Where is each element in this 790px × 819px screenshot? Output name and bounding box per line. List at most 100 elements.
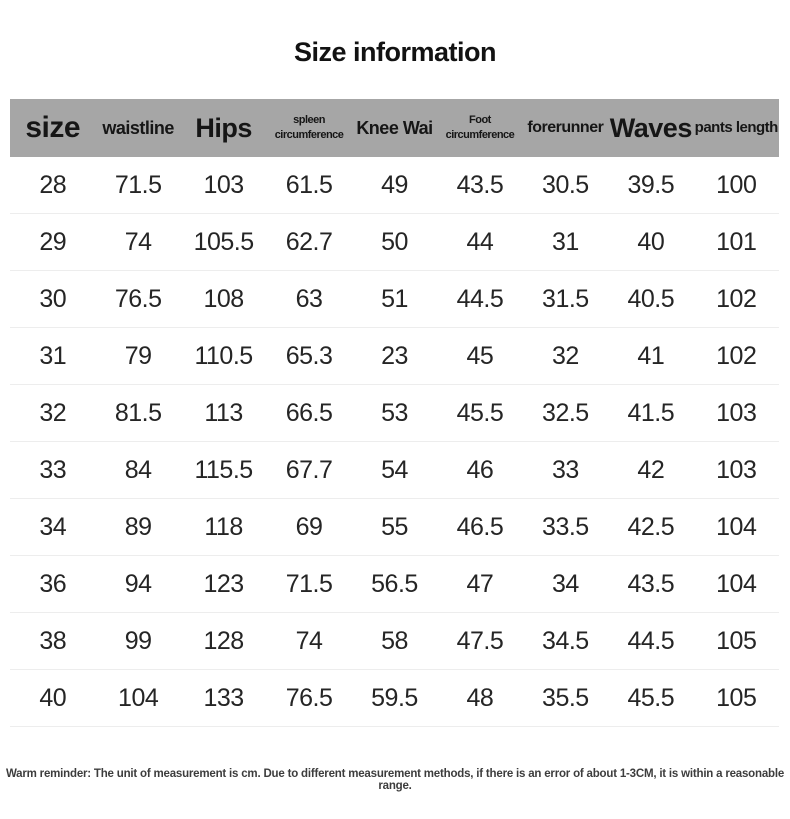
column-header-hips: Hips — [195, 112, 252, 143]
cell-knee: 55 — [381, 512, 408, 541]
cell-size: 34 — [39, 512, 67, 541]
cell-pants-length: 103 — [716, 455, 757, 484]
cell-knee: 58 — [381, 626, 408, 655]
cell-waves: 42.5 — [627, 512, 675, 541]
cell-forerunner: 34.5 — [542, 626, 589, 655]
cell-pants-length: 102 — [716, 284, 757, 313]
cell-forerunner: 31 — [551, 227, 579, 256]
cell-spleen: 67.7 — [285, 455, 333, 484]
column-header-pants-length: pants length — [694, 119, 779, 137]
cell-pants-length: 104 — [716, 512, 757, 541]
column-header-foot-circumference: Foot circumference — [437, 113, 522, 143]
cell-spleen: 61.5 — [285, 170, 333, 199]
cell-foot: 46.5 — [456, 512, 504, 541]
cell-size: 30 — [39, 284, 67, 313]
cell-forerunner: 34 — [551, 569, 579, 598]
cell-foot: 43.5 — [456, 170, 504, 199]
cell-waistline: 99 — [124, 626, 152, 655]
table-row: 34 89 118 69 55 46.5 33.5 42.5 104 — [10, 499, 779, 556]
cell-size: 31 — [39, 341, 67, 370]
cell-hips: 133 — [203, 683, 244, 712]
cell-spleen: 71.5 — [285, 569, 333, 598]
cell-size: 29 — [39, 227, 67, 256]
cell-foot: 47.5 — [456, 626, 504, 655]
cell-forerunner: 33 — [551, 455, 579, 484]
cell-hips: 115.5 — [194, 455, 253, 484]
column-header-line1: spleen — [293, 114, 325, 127]
column-header-forerunner: forerunner — [527, 118, 604, 136]
cell-waistline: 89 — [124, 512, 152, 541]
cell-hips: 105.5 — [193, 227, 255, 256]
table-header-row: size waistline Hips spleen circumference… — [10, 99, 779, 157]
cell-hips: 108 — [203, 284, 244, 313]
cell-knee: 59.5 — [371, 683, 418, 712]
cell-foot: 44.5 — [456, 284, 504, 313]
cell-hips: 113 — [204, 398, 243, 427]
cell-size: 32 — [39, 398, 67, 427]
cell-knee: 56.5 — [371, 569, 418, 598]
cell-pants-length: 101 — [716, 227, 757, 256]
page-title: Size information — [293, 37, 497, 67]
cell-foot: 46 — [466, 455, 494, 484]
cell-waistline: 74 — [124, 227, 152, 256]
cell-size: 36 — [39, 569, 67, 598]
column-header-spleen-circumference: spleen circumference — [266, 113, 351, 143]
cell-waistline: 71.5 — [114, 170, 162, 199]
cell-waves: 41.5 — [627, 398, 675, 427]
table-row: 38 99 128 74 58 47.5 34.5 44.5 105 — [10, 613, 779, 670]
cell-pants-length: 105 — [716, 626, 757, 655]
cell-hips: 103 — [203, 170, 244, 199]
cell-waves: 43.5 — [627, 569, 675, 598]
cell-spleen: 66.5 — [285, 398, 333, 427]
table-row: 36 94 123 71.5 56.5 47 34 43.5 104 — [10, 556, 779, 613]
cell-waistline: 76.5 — [114, 284, 162, 313]
cell-knee: 54 — [381, 455, 408, 484]
cell-spleen: 65.3 — [285, 341, 333, 370]
cell-size: 28 — [39, 170, 67, 199]
column-header-line1: Foot — [469, 114, 491, 127]
cell-spleen: 69 — [295, 512, 323, 541]
cell-knee: 49 — [381, 170, 408, 199]
warm-reminder-note: Warm reminder: The unit of measurement i… — [5, 768, 785, 792]
cell-waves: 41 — [637, 341, 665, 370]
column-header-knee-wai: Knee Wai — [356, 117, 433, 138]
cell-pants-length: 105 — [716, 683, 757, 712]
cell-knee: 50 — [381, 227, 408, 256]
cell-waistline: 79 — [124, 341, 152, 370]
cell-forerunner: 32.5 — [542, 398, 589, 427]
cell-spleen: 76.5 — [285, 683, 333, 712]
cell-hips: 123 — [203, 569, 244, 598]
cell-size: 40 — [39, 683, 67, 712]
cell-waistline: 84 — [124, 455, 152, 484]
cell-foot: 45.5 — [456, 398, 504, 427]
cell-waistline: 104 — [118, 683, 159, 712]
cell-size: 38 — [39, 626, 67, 655]
cell-pants-length: 104 — [716, 569, 757, 598]
column-header-waves: Waves — [609, 112, 693, 143]
cell-pants-length: 102 — [716, 341, 757, 370]
cell-hips: 128 — [203, 626, 244, 655]
cell-spleen: 74 — [295, 626, 323, 655]
table-row: 30 76.5 108 63 51 44.5 31.5 40.5 102 — [10, 271, 779, 328]
column-header-waistline: waistline — [102, 117, 174, 138]
cell-hips: 118 — [204, 512, 243, 541]
table-row: 33 84 115.5 67.7 54 46 33 42 103 — [10, 442, 779, 499]
cell-waves: 40.5 — [627, 284, 675, 313]
cell-waistline: 94 — [124, 569, 152, 598]
cell-waves: 40 — [637, 227, 665, 256]
cell-forerunner: 30.5 — [542, 170, 589, 199]
cell-knee: 51 — [381, 284, 408, 313]
cell-pants-length: 100 — [716, 170, 757, 199]
column-header-size: size — [25, 111, 81, 145]
column-header-line2: circumference — [274, 129, 344, 141]
table-row: 40 104 133 76.5 59.5 48 35.5 45.5 105 — [10, 670, 779, 727]
cell-waves: 45.5 — [627, 683, 675, 712]
table-row: 31 79 110.5 65.3 23 45 32 41 102 — [10, 328, 779, 385]
cell-spleen: 63 — [295, 284, 323, 313]
cell-forerunner: 33.5 — [542, 512, 589, 541]
cell-knee: 23 — [381, 341, 408, 370]
column-header-line2: circumference — [445, 129, 515, 141]
cell-foot: 44 — [466, 227, 494, 256]
size-table: size waistline Hips spleen circumference… — [10, 99, 779, 727]
